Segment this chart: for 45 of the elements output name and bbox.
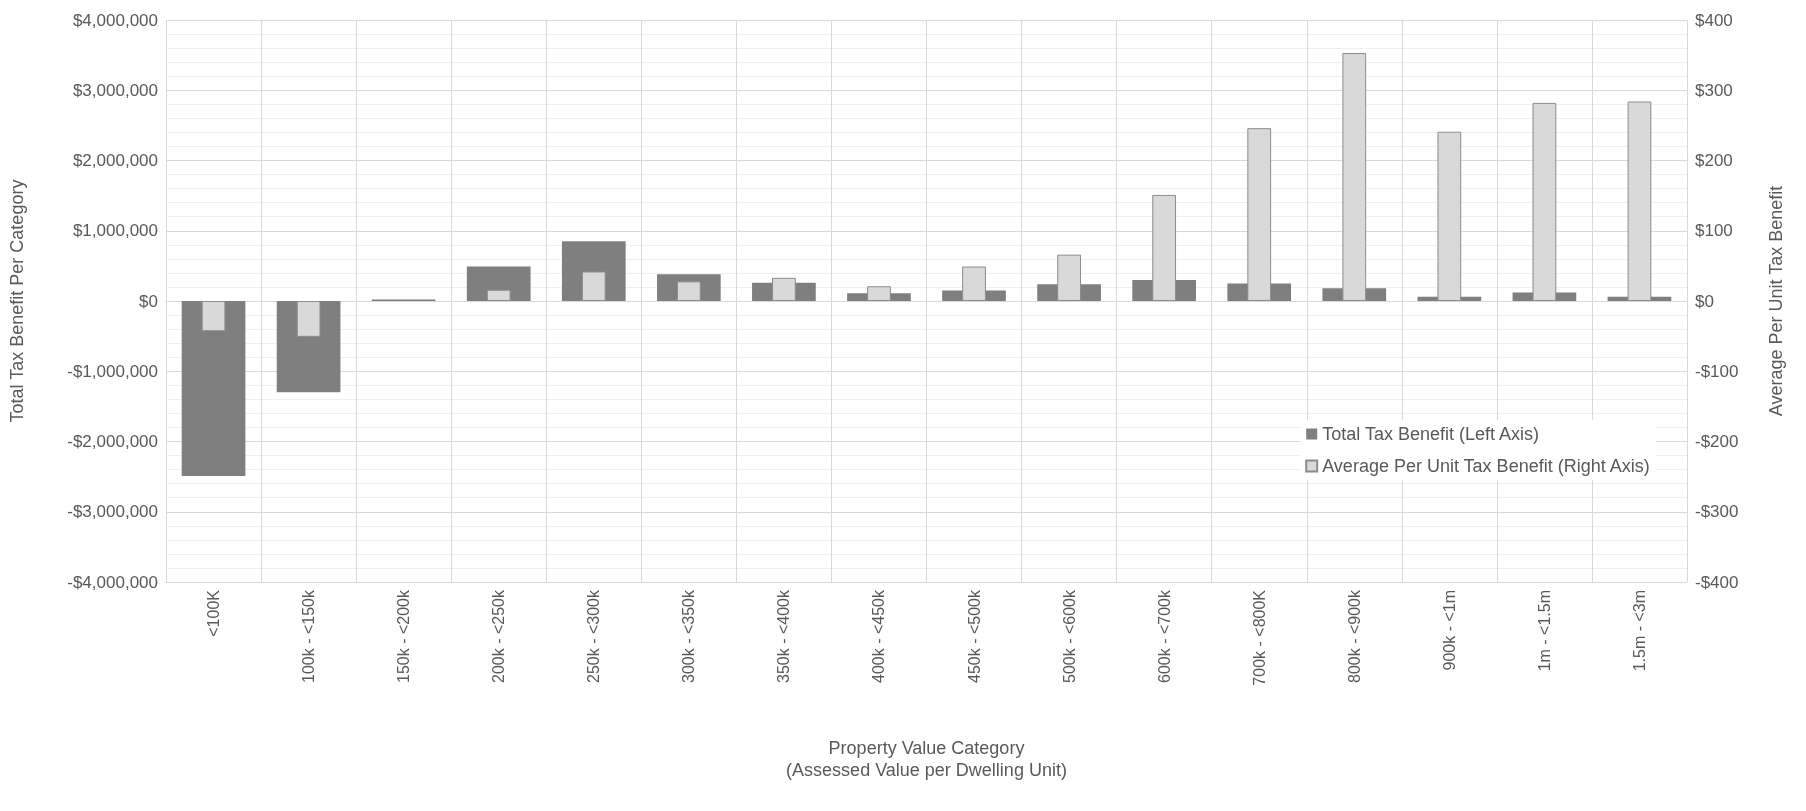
x-tick-label: 1m - <1.5m [1535, 590, 1553, 672]
x-tick-label: 500k - <600k [1060, 589, 1078, 683]
y-tick-label: -$2,000,000 [67, 432, 158, 451]
bar [676, 281, 701, 301]
legend-label: Total Tax Benefit (Left Axis) [1322, 424, 1539, 444]
y2-axis-title: Average Per Unit Tax Benefit [1766, 185, 1786, 417]
x-tick-label: 800k - <900k [1345, 589, 1363, 683]
y-axis-title: Total Tax Benefit Per Category [7, 179, 27, 423]
x-tick-label: 1.5m - <3m [1630, 590, 1648, 672]
y-tick-label: $2,000,000 [72, 151, 158, 170]
bar [296, 301, 321, 337]
y2-tick-label: $0 [1695, 291, 1714, 311]
y2-tick-label: $100 [1695, 221, 1733, 241]
y-tick-label: -$3,000,000 [67, 502, 158, 522]
bar [181, 301, 246, 476]
x-tick-label: 100k - <150k [300, 589, 318, 683]
x-tick-label: 200k - <250k [490, 589, 508, 683]
y-tick-label: $1,000,000 [72, 221, 158, 241]
y2-tick-label: -$400 [1695, 572, 1739, 592]
y2-tick-label: -$100 [1695, 361, 1739, 381]
x-tick-label: 250k - <300k [585, 589, 603, 683]
y2-tick-label: -$300 [1695, 502, 1739, 522]
legend-label: Average Per Unit Tax Benefit (Right Axis) [1322, 456, 1650, 476]
x-tick-label: 300k - <350k [680, 589, 698, 683]
y-tick-label: -$1,000,000 [67, 361, 158, 381]
x-tick-label: 350k - <400k [775, 589, 793, 683]
y-tick-label: $0 [139, 291, 158, 311]
x-tick-label: 150k - <200k [395, 589, 413, 683]
bar [581, 271, 606, 301]
bar [201, 301, 226, 332]
y2-tick-label: $400 [1695, 10, 1733, 30]
y2-tick-label: $200 [1695, 151, 1733, 170]
y2-tick-label: -$200 [1695, 432, 1739, 451]
x-tick-label: <100K [205, 589, 223, 637]
x-tick-label: 900k - <1m [1440, 590, 1458, 671]
y-tick-label: $3,000,000 [72, 80, 158, 100]
x-axis-title: Property Value Category (Assessed Value per Dwelling Unit) [786, 738, 1067, 780]
bar [486, 289, 511, 301]
y-tick-label: $4,000,000 [72, 10, 158, 30]
y2-tick-label: $300 [1695, 80, 1733, 100]
x-tick-label: 400k - <450k [870, 589, 888, 683]
x-tick-label: 700k - <800K [1250, 589, 1268, 686]
y-tick-label: -$4,000,000 [67, 572, 158, 592]
x-tick-label: 450k - <500k [965, 589, 983, 683]
x-tick-label: 600k - <700k [1155, 589, 1173, 683]
